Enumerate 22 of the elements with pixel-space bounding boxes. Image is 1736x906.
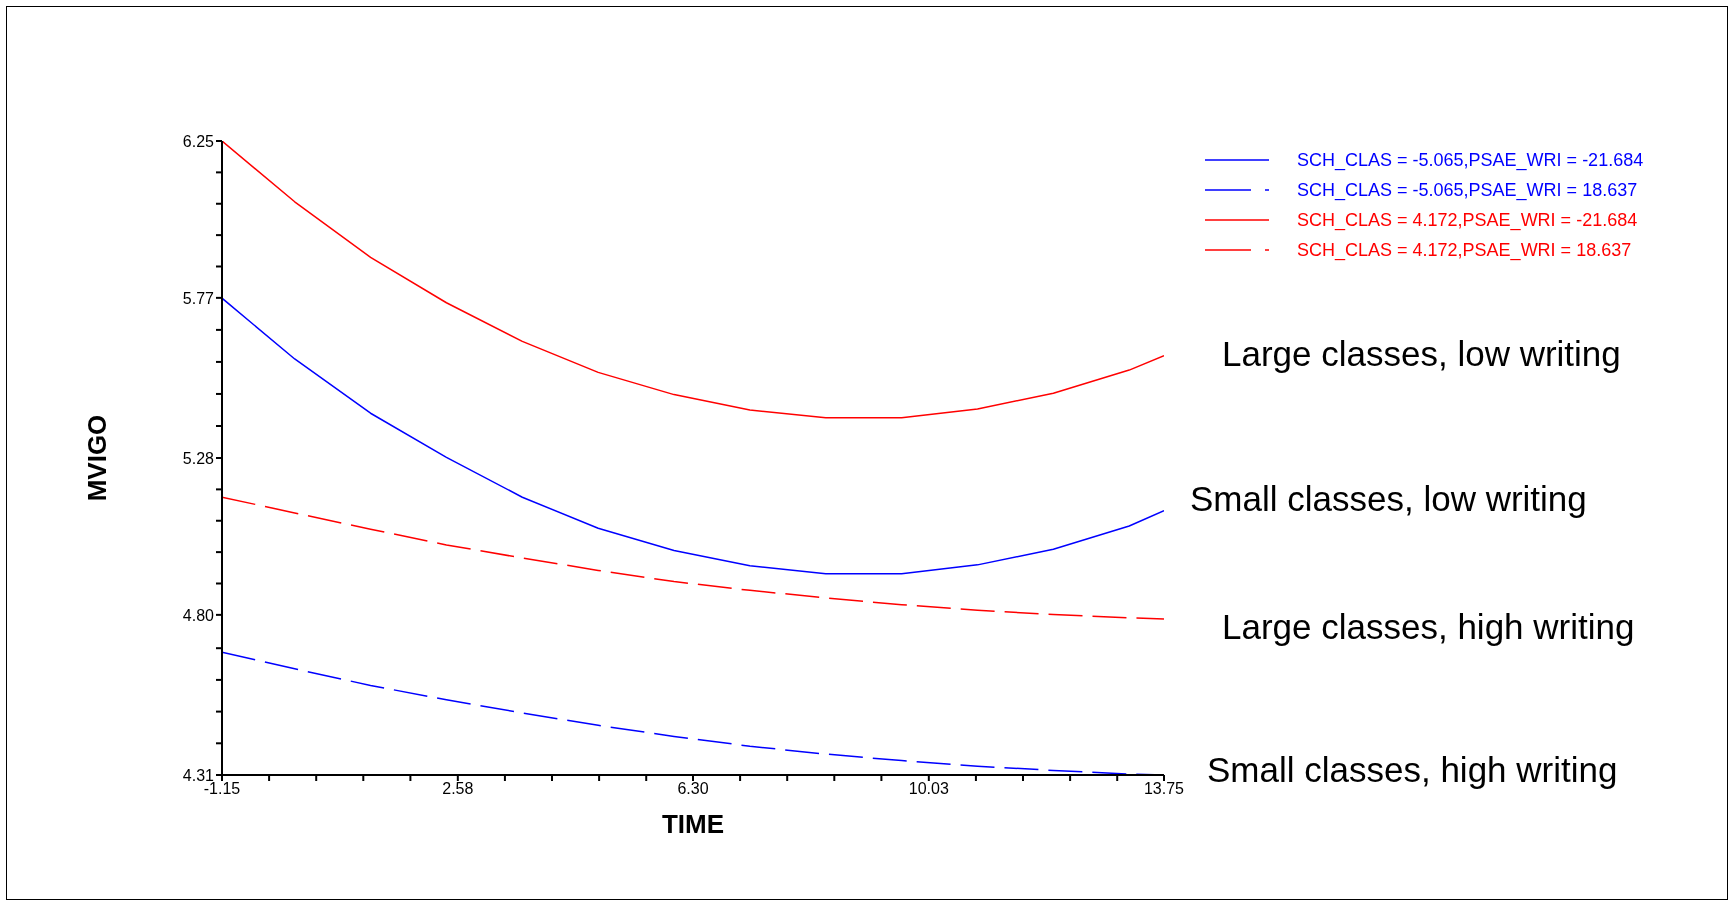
text: Small classes, low writing — [1190, 479, 1587, 519]
y-tick-label: 4.80 — [182, 606, 215, 624]
x-tick-label: 10.03 — [908, 780, 949, 798]
y-tick-label: 5.28 — [182, 449, 215, 467]
x-tick-label: -1.15 — [203, 780, 241, 798]
text: Large classes, low writing — [1222, 334, 1621, 374]
y-tick-label: 5.77 — [182, 289, 215, 307]
line-series — [222, 297, 1164, 575]
line-series — [222, 141, 1164, 419]
x-tick-label: 6.30 — [677, 780, 709, 798]
x-axis-title: TIME — [661, 809, 725, 840]
y-axis-title: MVIGO — [82, 414, 113, 502]
text: Large classes, high writing — [1222, 607, 1635, 647]
y-tick-label: 6.25 — [182, 132, 215, 150]
legend-label: SCH_CLAS = 4.172,PSAE_WRI = -21.684 — [1297, 209, 1638, 231]
text: Small classes, high writing — [1207, 750, 1618, 790]
line-series — [222, 496, 1164, 620]
x-tick-label: 13.75 — [1143, 780, 1185, 798]
legend-label: SCH_CLAS = -5.065,PSAE_WRI = 18.637 — [1297, 179, 1638, 201]
legend-label: SCH_CLAS = 4.172,PSAE_WRI = 18.637 — [1297, 239, 1632, 261]
x-tick-label: 2.58 — [442, 780, 474, 798]
legend-label: SCH_CLAS = -5.065,PSAE_WRI = -21.684 — [1297, 149, 1644, 171]
